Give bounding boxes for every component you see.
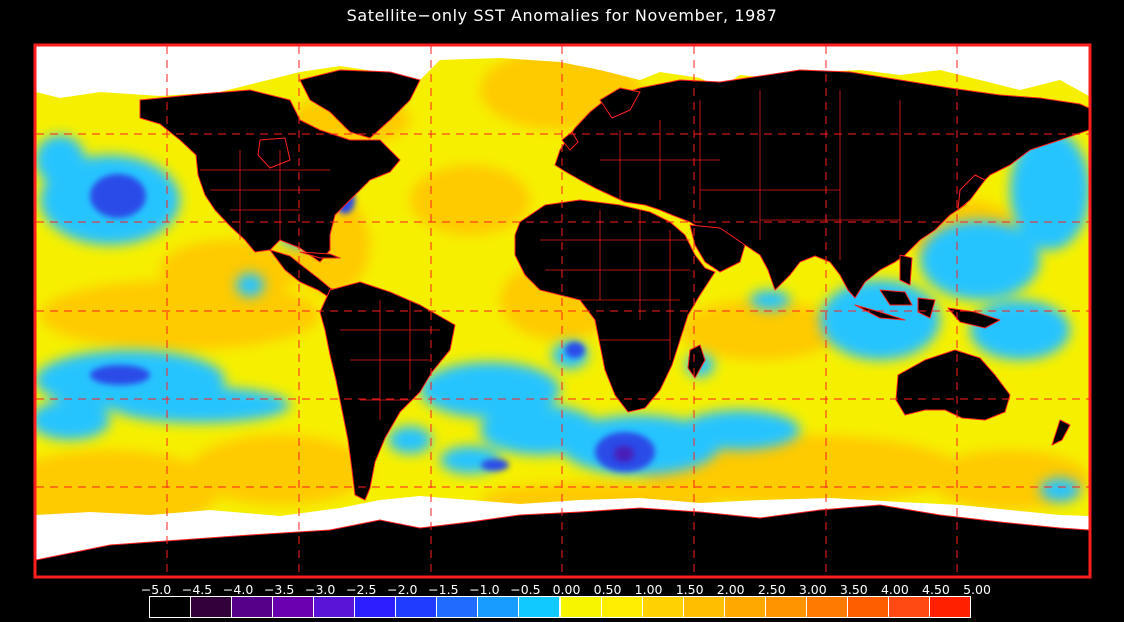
colorbar-tick-label: −0.5 [510, 582, 541, 597]
political-borders [200, 90, 901, 420]
colorbar-swatch [477, 596, 520, 618]
colorbar-swatch [190, 596, 233, 618]
colorbar-tick-label: 1.50 [675, 582, 704, 597]
colorbar-tick-label: 0.00 [552, 582, 581, 597]
colorbar-tick-label: 2.00 [716, 582, 745, 597]
cold-core [614, 446, 634, 462]
colorbar-tick-label: 5.00 [963, 582, 991, 597]
colorbar-tick-label: −4.0 [222, 582, 254, 597]
map-frame [33, 43, 1092, 579]
colorbar-swatch [436, 596, 479, 618]
colorbar-tick-label: 3.00 [798, 582, 827, 597]
australia [895, 349, 1011, 421]
colorbar-swatch [231, 596, 274, 618]
colorbar-tick-label: 0.50 [593, 582, 622, 597]
colorbar-swatch [682, 596, 725, 618]
colorbar-tick-label: 4.00 [880, 582, 909, 597]
colorbar-swatch [887, 596, 930, 618]
colorbar-swatch [354, 596, 397, 618]
colorbar-swatch [764, 596, 807, 618]
colorbar-swatch [313, 596, 356, 618]
colorbar-tick-label: −3.5 [263, 582, 295, 597]
colorbar-tick-label: −1.5 [428, 582, 459, 597]
eurasia [554, 69, 1089, 299]
colorbar-swatch [518, 596, 561, 618]
colorbar-tick-label: −4.5 [181, 582, 213, 597]
colorbar-tick-label: 2.50 [757, 582, 786, 597]
map-canvas [36, 46, 1089, 576]
colorbar-tick-label: −1.0 [469, 582, 500, 597]
colorbar-tick-label: −5.0 [140, 582, 172, 597]
colorbar-swatch [641, 596, 684, 618]
colorbar-swatch [600, 596, 643, 618]
colorbar-tick-label: 1.00 [634, 582, 663, 597]
colorbar-tick-label: −3.0 [305, 582, 336, 597]
colorbar-tick-label: −2.0 [387, 582, 418, 597]
colorbar-swatch [805, 596, 848, 618]
greenland [299, 69, 421, 139]
colorbar-swatch [928, 596, 971, 618]
africa [514, 199, 716, 413]
south-america [319, 281, 456, 501]
colorbar-swatch [559, 596, 602, 618]
colorbar-tick-label: 3.50 [839, 582, 868, 597]
colorbar-swatch [846, 596, 889, 618]
colorbar-swatch [272, 596, 315, 618]
colorbar-swatch [149, 596, 192, 618]
colorbar-tick-label: −2.5 [346, 582, 377, 597]
map-title: Satellite−only SST Anomalies for Novembe… [346, 6, 778, 25]
colorbar-swatch [723, 596, 766, 618]
colorbar-swatch [395, 596, 438, 618]
colorbar-tick-label: 4.50 [922, 582, 950, 597]
graticule [36, 46, 1089, 576]
